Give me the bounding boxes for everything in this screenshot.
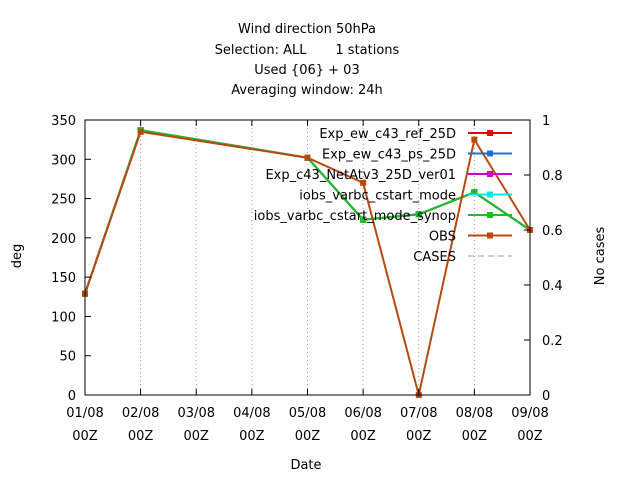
x-tick-label-hour: 00Z [128, 429, 154, 444]
x-axis-label: Date [290, 458, 321, 473]
y-axis-label: deg [10, 244, 25, 269]
legend-swatch-marker [487, 171, 493, 177]
y-axis-ticks: 0 50 100 150 200 250 300 350 [51, 114, 91, 404]
x-tick-label-hour: 00Z [239, 429, 265, 444]
y-tick-label: 0 [68, 389, 76, 404]
series-point-OBS [360, 179, 367, 186]
y-tick-label: 350 [51, 114, 76, 129]
chart-title-line-2: Selection: ALL 1 stations [215, 43, 400, 58]
x-tick-label-hour: 00Z [350, 429, 376, 444]
legend-label: CASES [413, 250, 456, 265]
chart-title-line-4: Averaging window: 24h [231, 83, 383, 98]
y2-tick-label: 1 [542, 114, 550, 129]
legend-swatch-marker [487, 232, 493, 239]
legend-label: iobs_varbc_cstart_mode_synop [254, 209, 456, 224]
x-tick-label-hour: 00Z [517, 429, 543, 444]
legend-label: Exp_c43_NetAtv3_25D_ver01 [265, 168, 456, 183]
x-tick-label-hour: 00Z [184, 429, 210, 444]
x-tick-label-date: 04/08 [233, 406, 270, 421]
y-tick-label: 100 [51, 310, 76, 325]
x-tick-label-date: 09/08 [511, 406, 548, 421]
series-point-iobs_varbc_cstart_mode_synop [360, 216, 367, 223]
series-point-OBS [471, 136, 478, 143]
legend-label: iobs_varbc_cstart_mode [299, 189, 456, 204]
x-tick-label-hour: 00Z [72, 429, 98, 444]
x-tick-label-date: 07/08 [400, 406, 437, 421]
legend-swatch-marker [487, 212, 493, 218]
y2-tick-label: 0.4 [542, 279, 563, 294]
legend-label: Exp_ew_c43_ps_25D [322, 148, 456, 163]
y2-axis-label: No cases [593, 227, 608, 286]
series-point-iobs_varbc_cstart_mode_synop [471, 189, 478, 196]
x-tick-label-date: 03/08 [178, 406, 215, 421]
legend-label: OBS [429, 230, 456, 245]
legend: Exp_ew_c43_ref_25D Exp_ew_c43_ps_25D Exp_c… [254, 127, 512, 265]
x-axis-ticks: 01/08 00Z 02/08 00Z 03/08 00Z 04/08 00Z 05/08 00Z… [66, 120, 549, 444]
legend-swatch-marker [487, 130, 493, 136]
x-tick-label-date: 06/08 [344, 406, 381, 421]
y-tick-label: 300 [51, 153, 76, 168]
y-tick-label: 50 [59, 350, 76, 365]
y2-tick-label: 0.8 [542, 169, 563, 184]
x-tick-label-date: 05/08 [289, 406, 326, 421]
plot-frame [84, 119, 531, 396]
y2-tick-label: 0.2 [542, 334, 563, 349]
series-point-iobs_varbc_cstart_mode_synop [415, 211, 422, 218]
series-point-OBS [304, 154, 311, 161]
x-tick-label-hour: 00Z [462, 429, 488, 444]
legend-label: Exp_ew_c43_ref_25D [319, 127, 456, 142]
x-tick-label-hour: 00Z [406, 429, 432, 444]
y2-tick-label: 0 [542, 389, 550, 404]
x-tick-label-date: 08/08 [456, 406, 493, 421]
y-tick-label: 200 [51, 232, 76, 247]
x-tick-label-hour: 00Z [295, 429, 321, 444]
chart-title: Wind direction 50hPa Selection: ALL 1 st… [215, 22, 400, 98]
legend-swatch-marker [487, 191, 493, 198]
chart-title-line-3: Used {06} + 03 [254, 63, 359, 78]
y-tick-label: 250 [51, 193, 76, 208]
x-tick-label-date: 02/08 [122, 406, 159, 421]
y2-axis-ticks: 0 0.2 0.4 0.6 0.8 1 [524, 114, 563, 404]
series-point-OBS [137, 128, 144, 135]
x-tick-label-date: 01/08 [66, 406, 103, 421]
chart-title-line-1: Wind direction 50hPa [238, 22, 376, 37]
y2-tick-label: 0.6 [542, 224, 563, 239]
legend-swatch-marker [487, 150, 493, 157]
y-tick-label: 150 [51, 271, 76, 286]
